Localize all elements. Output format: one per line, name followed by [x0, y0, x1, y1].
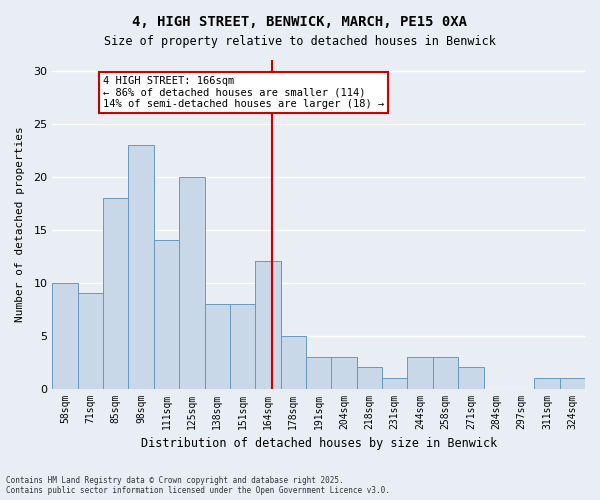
Bar [154, 240, 179, 388]
Text: 4, HIGH STREET, BENWICK, MARCH, PE15 0XA: 4, HIGH STREET, BENWICK, MARCH, PE15 0XA [133, 15, 467, 29]
Bar [281, 336, 306, 388]
X-axis label: Distribution of detached houses by size in Benwick: Distribution of detached houses by size … [140, 437, 497, 450]
Text: 4 HIGH STREET: 166sqm
← 86% of detached houses are smaller (114)
14% of semi-det: 4 HIGH STREET: 166sqm ← 86% of detached … [103, 76, 385, 109]
Bar [103, 198, 128, 388]
Bar [255, 262, 281, 388]
Bar [179, 176, 205, 388]
Bar [205, 304, 230, 388]
Bar [230, 304, 255, 388]
Text: Contains HM Land Registry data © Crown copyright and database right 2025.
Contai: Contains HM Land Registry data © Crown c… [6, 476, 390, 495]
Bar [77, 293, 103, 388]
Bar [52, 282, 77, 389]
Bar [407, 357, 433, 388]
Bar [382, 378, 407, 388]
Bar [331, 357, 357, 388]
Y-axis label: Number of detached properties: Number of detached properties [15, 126, 25, 322]
Bar [357, 368, 382, 388]
Bar [534, 378, 560, 388]
Bar [458, 368, 484, 388]
Bar [128, 145, 154, 388]
Bar [306, 357, 331, 388]
Text: Size of property relative to detached houses in Benwick: Size of property relative to detached ho… [104, 35, 496, 48]
Bar [560, 378, 585, 388]
Bar [433, 357, 458, 388]
